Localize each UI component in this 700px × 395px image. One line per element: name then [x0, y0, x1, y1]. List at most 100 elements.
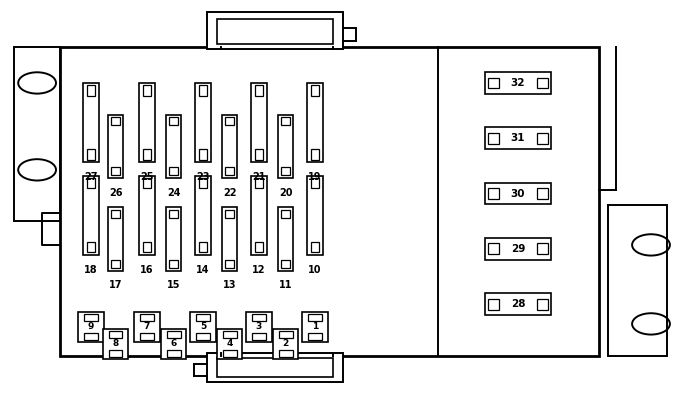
Text: 32: 32 [511, 78, 525, 88]
Bar [167, 350, 181, 357]
Bar [143, 242, 151, 252]
Bar [111, 117, 120, 125]
Bar [199, 242, 207, 252]
Bar [273, 329, 298, 359]
Bar [190, 312, 216, 342]
Bar [108, 115, 123, 178]
Bar [84, 314, 98, 321]
Text: 9: 9 [88, 322, 94, 331]
Bar [608, 205, 667, 356]
Bar [143, 149, 151, 160]
Bar [78, 312, 104, 342]
Bar [206, 12, 343, 49]
Bar [225, 260, 234, 268]
Bar [251, 83, 267, 162]
Bar [281, 260, 290, 268]
Text: 6: 6 [171, 339, 176, 348]
Bar [311, 178, 319, 188]
Bar [537, 188, 548, 199]
Bar [307, 83, 323, 162]
Bar [311, 85, 319, 96]
Bar [87, 242, 95, 252]
Bar [222, 207, 237, 271]
Text: 25: 25 [140, 172, 154, 182]
Bar [484, 293, 552, 315]
Text: 14: 14 [196, 265, 210, 275]
Text: 26: 26 [108, 188, 122, 198]
Bar [279, 350, 293, 357]
Bar [143, 85, 151, 96]
Bar [166, 115, 181, 178]
Bar [225, 167, 234, 175]
Bar [246, 312, 272, 342]
Bar [199, 178, 207, 188]
Bar [537, 243, 548, 254]
Text: 4: 4 [226, 339, 233, 348]
Bar [195, 83, 211, 162]
Bar [84, 333, 98, 340]
Bar [199, 85, 207, 96]
Bar [487, 299, 499, 310]
Bar [217, 19, 332, 44]
Bar [255, 242, 263, 252]
Bar [161, 329, 186, 359]
Bar [140, 314, 154, 321]
Bar [140, 333, 154, 340]
Bar [60, 47, 598, 356]
Bar [87, 149, 95, 160]
Bar [87, 85, 95, 96]
Bar [217, 329, 242, 359]
Text: 8: 8 [113, 339, 118, 348]
Bar [279, 331, 293, 337]
Bar [278, 207, 293, 271]
Bar [83, 176, 99, 255]
Bar [484, 127, 552, 149]
Bar [311, 242, 319, 252]
Bar [169, 117, 178, 125]
Bar [225, 210, 234, 218]
Bar [281, 167, 290, 175]
Text: 28: 28 [511, 299, 525, 309]
Text: 17: 17 [108, 280, 122, 290]
Text: 12: 12 [252, 265, 266, 275]
Bar [169, 210, 178, 218]
Bar [307, 176, 323, 255]
Bar [169, 167, 178, 175]
Bar [87, 178, 95, 188]
Bar [169, 260, 178, 268]
Bar [196, 333, 210, 340]
Bar [108, 331, 122, 337]
Bar [108, 207, 123, 271]
Bar [223, 331, 237, 337]
Bar [111, 167, 120, 175]
Bar [278, 115, 293, 178]
Bar [255, 85, 263, 96]
Bar [537, 299, 548, 310]
Bar [487, 188, 499, 199]
Bar [537, 133, 548, 144]
Text: 13: 13 [223, 280, 237, 290]
Bar [166, 207, 181, 271]
Bar [487, 133, 499, 144]
Text: 22: 22 [223, 188, 237, 198]
Text: 24: 24 [167, 188, 181, 198]
Text: 29: 29 [511, 244, 525, 254]
Text: 23: 23 [196, 172, 210, 182]
Text: 11: 11 [279, 280, 293, 290]
Text: 20: 20 [279, 188, 293, 198]
Bar [195, 176, 211, 255]
Bar [196, 314, 210, 321]
Text: 31: 31 [511, 133, 525, 143]
Bar [487, 243, 499, 254]
Bar [139, 176, 155, 255]
Text: 1: 1 [312, 322, 318, 331]
Bar [308, 314, 322, 321]
Bar [199, 149, 207, 160]
Bar [143, 178, 151, 188]
Text: 27: 27 [84, 172, 98, 182]
Text: 15: 15 [167, 280, 181, 290]
Bar [252, 333, 266, 340]
Text: 2: 2 [283, 339, 288, 348]
Bar [167, 331, 181, 337]
Text: 30: 30 [511, 188, 525, 199]
